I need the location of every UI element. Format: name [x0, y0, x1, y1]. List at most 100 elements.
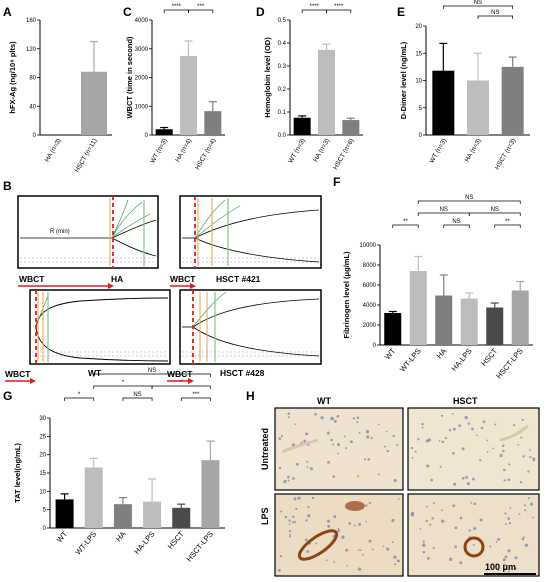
nucleus [471, 477, 475, 481]
nucleus [426, 464, 430, 468]
y-tick-label: 0.5 [278, 18, 287, 24]
nucleus [517, 443, 520, 446]
y-tick-label: 2000 [135, 76, 149, 82]
nucleus [283, 479, 287, 484]
x-tick-label: WT-LPS [398, 347, 423, 374]
significance-label: NS [465, 195, 473, 201]
significance-label: NS [440, 207, 448, 213]
y-axis-label: hFX-Ag (ng/10⁸ plts) [8, 41, 17, 114]
bar-hsct-lps [511, 290, 529, 345]
significance-bracket [301, 9, 327, 13]
nucleus [421, 426, 424, 429]
nucleus [432, 502, 435, 505]
nucleus [358, 549, 360, 551]
significance-bracket [468, 212, 521, 216]
nucleus [288, 523, 291, 525]
nucleus [497, 537, 501, 541]
bar-hsct [204, 111, 222, 135]
nucleus [288, 529, 292, 533]
y-tick-label: 15 [39, 471, 46, 477]
panel-letter-b: B [3, 179, 12, 193]
significance-bracket [64, 397, 95, 401]
significance-label: *** [192, 392, 200, 398]
nucleus [471, 427, 474, 431]
y-tick-label: 0.1 [278, 110, 287, 116]
nucleus [307, 505, 310, 509]
chart-panel-f: F 0 2000 4000 6000 8000 10000 Fibrinogen level … [333, 175, 533, 380]
nucleus [502, 558, 506, 562]
nucleus [501, 444, 505, 448]
x-tick-label: HSCT [166, 529, 186, 551]
nucleus [332, 443, 335, 446]
y-tick-label: 5 [419, 106, 423, 112]
wbct-label: WBCT [19, 274, 45, 284]
nucleus [532, 457, 536, 461]
x-tick-label: HSCT (n=4) [194, 138, 217, 172]
x-tick-label: HA-LPS [449, 347, 473, 374]
micrograph-wt-lps [274, 493, 404, 577]
row-label-untreated: Untreated [260, 428, 270, 470]
x-tick-label: HA (n=3) [312, 138, 331, 164]
panel-letter-f: F [333, 175, 340, 189]
nucleus [465, 475, 469, 479]
nucleus [519, 481, 523, 484]
nucleus [393, 555, 397, 559]
y-axis-label: TAT level(ng/mL) [13, 443, 22, 503]
nucleus [293, 497, 297, 501]
nucleus [514, 556, 518, 560]
significance-bracket [417, 200, 521, 204]
nucleus [306, 550, 310, 553]
nucleus [365, 430, 370, 434]
nucleus [499, 453, 503, 458]
x-tick-label: WT-LPS [73, 530, 98, 557]
nucleus [507, 517, 511, 520]
nucleus [508, 522, 512, 525]
nucleus [325, 559, 328, 562]
y-tick-label: 0 [373, 343, 377, 349]
nucleus [346, 564, 349, 567]
trace-frame [17, 195, 159, 269]
significance-bracket [494, 224, 521, 228]
nucleus [333, 419, 337, 423]
nucleus [508, 570, 510, 573]
nucleus [327, 461, 330, 464]
x-tick-label: HSCT [479, 346, 499, 368]
nucleus [356, 421, 359, 424]
x-tick-label: HSCT (n=3) [494, 138, 517, 172]
nucleus [337, 529, 340, 533]
nucleus [280, 510, 283, 513]
nucleus [472, 543, 475, 546]
trace-label-hsct-428: HSCT #428 [220, 368, 265, 378]
nucleus [448, 428, 452, 432]
bar-hsct [172, 507, 191, 528]
wbct-label: WBCT [5, 369, 31, 379]
nucleus [366, 435, 370, 439]
y-tick-label: 4000 [135, 18, 149, 24]
nucleus [458, 424, 462, 427]
nucleus [357, 475, 360, 478]
nucleus [417, 438, 420, 441]
nucleus [461, 447, 465, 451]
chart-panel-a: A 0 40 80 120 160 hFX-Ag (ng/10⁸ plts) HA (n=3)… [3, 5, 112, 174]
bar-hsct [342, 120, 360, 135]
nucleus [482, 420, 486, 424]
significance-label: * [78, 392, 81, 398]
nucleus [503, 479, 506, 482]
significance-bracket [326, 9, 352, 13]
x-tick-label: WT (n=3) [149, 138, 169, 165]
nucleus [307, 514, 311, 518]
x-tick-label: WT (n=3) [428, 138, 448, 165]
nucleus [391, 518, 395, 523]
panel-h: H WT HSCT Untreated LPS 100 μm [246, 389, 540, 577]
nucleus [336, 415, 339, 418]
panel-letter-c: C [123, 5, 132, 19]
trace-panel-wt: WT WBCT [5, 289, 171, 384]
nucleus [467, 422, 471, 425]
y-tick-label: 0 [33, 133, 37, 139]
nucleus [287, 412, 291, 415]
nucleus [441, 440, 445, 444]
nucleus [352, 417, 356, 420]
x-tick-label: HA [114, 530, 128, 544]
y-tick-label: 0.3 [278, 64, 287, 70]
